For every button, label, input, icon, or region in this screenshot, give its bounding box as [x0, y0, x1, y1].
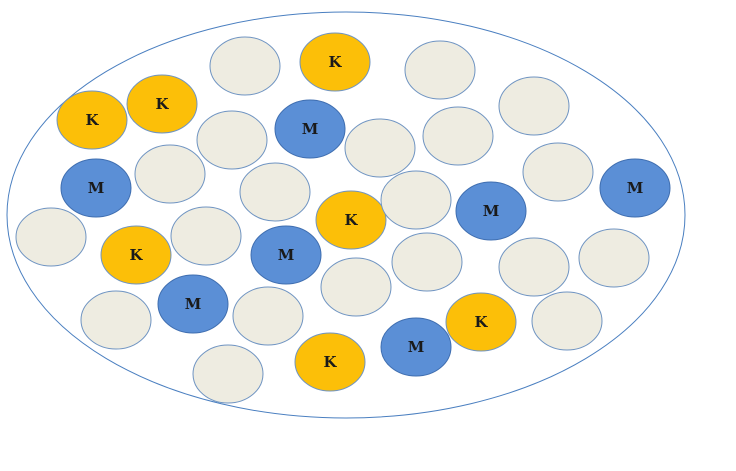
orange-circle-shape [315, 190, 387, 250]
circle-label: K [129, 246, 143, 264]
beige-circle-shape [80, 290, 152, 350]
circle-beige [232, 286, 304, 346]
beige-circle-shape [209, 36, 281, 96]
circle-beige [498, 237, 570, 297]
circle-label: M [88, 179, 105, 197]
beige-circle-shape [522, 142, 594, 202]
circle-label: K [474, 313, 488, 331]
circle-group: K K K M M K M M K M M K K M [15, 32, 671, 404]
beige-circle-shape [192, 344, 264, 404]
circle-beige [531, 291, 603, 351]
circle-blue: M [380, 317, 452, 377]
beige-circle-shape [498, 76, 570, 136]
circle-label: K [155, 95, 169, 113]
circle-orange: K [126, 74, 198, 134]
circle-beige [578, 228, 650, 288]
circle-label: K [328, 53, 342, 71]
blue-circle-shape [157, 274, 229, 334]
orange-circle-shape [299, 32, 371, 92]
orange-circle-shape [445, 292, 517, 352]
circle-beige [422, 106, 494, 166]
circle-blue: M [250, 225, 322, 285]
circle-label: K [344, 211, 358, 229]
circle-label: M [302, 120, 319, 138]
beige-circle-shape [134, 144, 206, 204]
beige-circle-shape [498, 237, 570, 297]
circle-orange: K [445, 292, 517, 352]
beige-circle-shape [320, 257, 392, 317]
blue-circle-shape [274, 99, 346, 159]
circle-beige [344, 118, 416, 178]
circle-orange: K [294, 332, 366, 392]
circle-beige [498, 76, 570, 136]
beige-circle-shape [578, 228, 650, 288]
circle-beige [239, 162, 311, 222]
beige-circle-shape [391, 232, 463, 292]
beige-circle-shape [404, 40, 476, 100]
circle-label: K [85, 111, 99, 129]
blue-circle-shape [599, 158, 671, 218]
circle-beige [134, 144, 206, 204]
circle-beige [404, 40, 476, 100]
container-ellipse [6, 11, 686, 419]
circle-beige [196, 110, 268, 170]
blue-circle-shape [60, 158, 132, 218]
circle-beige [80, 290, 152, 350]
beige-circle-shape [531, 291, 603, 351]
beige-circle-shape [15, 207, 87, 267]
beige-circle-shape [344, 118, 416, 178]
circle-label: M [185, 295, 202, 313]
circle-beige [209, 36, 281, 96]
beige-circle-shape [232, 286, 304, 346]
beige-circle-shape [422, 106, 494, 166]
blue-circle-shape [380, 317, 452, 377]
circle-label: M [408, 338, 425, 356]
circle-orange: K [299, 32, 371, 92]
circle-beige [15, 207, 87, 267]
circle-label: M [278, 246, 295, 264]
circle-beige [320, 257, 392, 317]
orange-circle-shape [126, 74, 198, 134]
circle-label: K [323, 353, 337, 371]
blue-circle-shape [455, 181, 527, 241]
orange-circle-shape [56, 90, 128, 150]
circle-beige [522, 142, 594, 202]
orange-circle-shape [294, 332, 366, 392]
circle-beige [391, 232, 463, 292]
circle-label: M [627, 179, 644, 197]
circle-blue: M [274, 99, 346, 159]
circle-beige [380, 170, 452, 230]
circle-blue: M [599, 158, 671, 218]
beige-circle-shape [239, 162, 311, 222]
circle-blue: M [60, 158, 132, 218]
circle-label: M [483, 202, 500, 220]
circle-beige [192, 344, 264, 404]
circle-orange: K [315, 190, 387, 250]
circle-blue: M [455, 181, 527, 241]
beige-circle-shape [170, 206, 242, 266]
orange-circle-shape [100, 225, 172, 285]
circle-blue: M [157, 274, 229, 334]
blue-circle-shape [250, 225, 322, 285]
beige-circle-shape [380, 170, 452, 230]
circle-orange: K [100, 225, 172, 285]
circle-beige [170, 206, 242, 266]
beige-circle-shape [196, 110, 268, 170]
circle-orange: K [56, 90, 128, 150]
